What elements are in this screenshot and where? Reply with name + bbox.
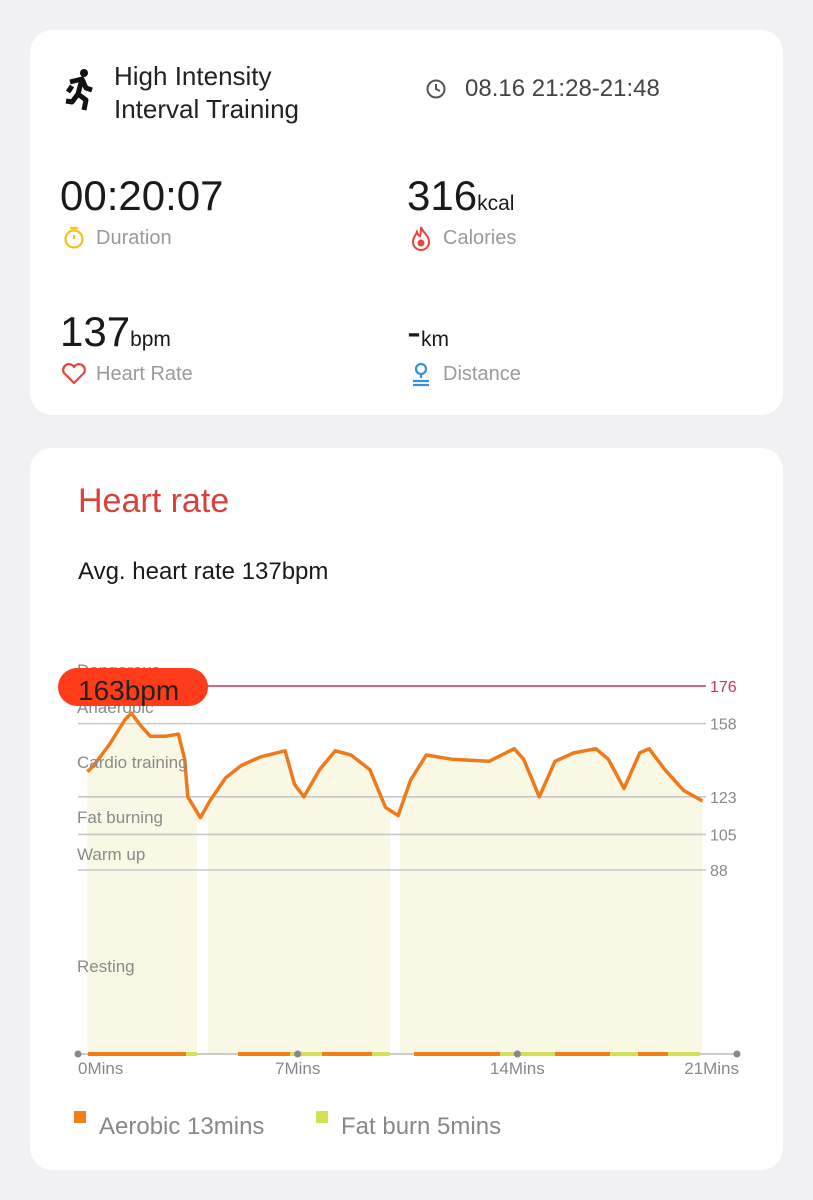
legend-swatch [74, 1111, 86, 1123]
x-tick-dot [513, 1050, 521, 1058]
zone-segment [414, 1052, 500, 1056]
stat-value: -km [407, 308, 449, 356]
stat-unit: km [421, 328, 449, 351]
section-title: Heart rate [78, 482, 230, 520]
gap [197, 822, 208, 1054]
x-tick-dot [733, 1050, 741, 1058]
zone-segment [500, 1052, 555, 1056]
stat-number: 00:20:07 [60, 172, 224, 219]
summary-card: High Intensity Interval Training 08.16 2… [30, 30, 783, 415]
flame-icon [411, 226, 431, 251]
workout-time: 08.16 21:28-21:48 [465, 75, 660, 102]
zone-segment [610, 1052, 638, 1056]
run-icon [65, 69, 93, 111]
stat-label: Calories [443, 227, 517, 249]
x-tick-dot [74, 1050, 82, 1058]
stat-label: Heart Rate [96, 363, 193, 385]
stat-label: Duration [96, 227, 172, 249]
annotation-pill [58, 668, 208, 706]
zone-segment [322, 1052, 372, 1056]
average-heart-rate: Avg. heart rate 137bpm [78, 558, 329, 585]
y-tick-label: 176 [710, 679, 737, 696]
zone-segment [88, 1052, 186, 1056]
zone-segment [372, 1052, 390, 1056]
zone-segment [638, 1052, 668, 1056]
x-tick-label: 7Mins [275, 1059, 320, 1078]
workout-title: High Intensity Interval Training [114, 61, 299, 124]
timer-icon [64, 226, 84, 249]
zone-label: Warm up [77, 845, 145, 864]
y-tick-label: 123 [710, 790, 737, 807]
y-tick-label: 105 [710, 827, 737, 844]
stat-label: Distance [443, 363, 521, 385]
x-tick-label: 14Mins [490, 1059, 545, 1078]
stat-number: - [407, 308, 421, 355]
y-tick-label: 88 [710, 863, 728, 880]
stat-unit: kcal [477, 192, 515, 215]
annotation-text: 163bpm [78, 675, 179, 706]
legend-label: Fat burn 5mins [341, 1113, 501, 1140]
stat-number: 137 [60, 308, 131, 355]
peak-annotation: 163bpm [58, 668, 208, 706]
zone-label: Cardio training [77, 753, 188, 772]
heart-rate-line [86, 711, 704, 820]
zone-segment [290, 1052, 322, 1056]
zone-label: Resting [77, 957, 135, 976]
legend-swatch [316, 1111, 328, 1123]
zone-segment [555, 1052, 610, 1056]
x-tick-label: 21Mins [684, 1059, 739, 1078]
x-tick-dot [294, 1050, 302, 1058]
heart-icon [62, 363, 86, 385]
legend-label: Aerobic 13mins [99, 1113, 264, 1140]
stat-unit: bpm [130, 328, 171, 351]
stat-number: 316 [407, 172, 478, 219]
x-tick-label: 0Mins [78, 1059, 123, 1078]
stat-value: 137bpm [60, 308, 171, 356]
zone-label: Fat burning [77, 808, 163, 827]
location-icon [413, 362, 429, 387]
clock-icon [426, 79, 446, 99]
gap [390, 818, 400, 1054]
zone-segment [238, 1052, 290, 1056]
stat-value: 316kcal [407, 172, 514, 220]
stat-value: 00:20:07 [60, 172, 224, 220]
zone-segment [668, 1052, 700, 1056]
zone-segment [186, 1052, 197, 1056]
y-tick-label: 158 [710, 717, 737, 734]
